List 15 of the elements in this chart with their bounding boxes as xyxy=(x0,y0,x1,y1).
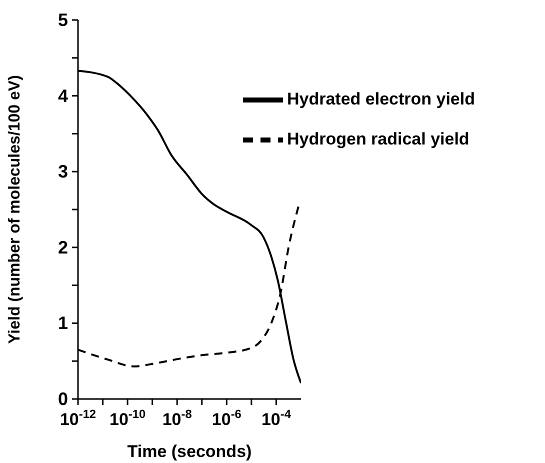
legend-label: Hydrogen radical yield xyxy=(286,129,470,148)
y-tick-label: 2 xyxy=(58,237,68,258)
y-tick-label: 3 xyxy=(58,162,68,182)
x-tick-label: 10$^{-4}$ xyxy=(261,407,292,429)
x-tick-label: 10$^{-8}$ xyxy=(162,407,192,429)
y-tick-label: 0 xyxy=(58,389,68,409)
legend-label: Hydrated electron yield xyxy=(286,89,475,108)
x-tick-label: 10$^{-10}$ xyxy=(109,407,146,429)
x-tick-label: 10$^{-12}$ xyxy=(60,407,96,429)
y-tick-label: 1 xyxy=(58,313,68,334)
y-axis-title: Yield (number of molecules/100 eV) xyxy=(6,75,24,344)
y-tick-label: 5 xyxy=(58,10,68,30)
y-tick-label: 4 xyxy=(58,86,68,106)
x-axis-title: Time (seconds) xyxy=(127,442,252,461)
x-tick-label: 10$^{-6}$ xyxy=(212,407,242,429)
